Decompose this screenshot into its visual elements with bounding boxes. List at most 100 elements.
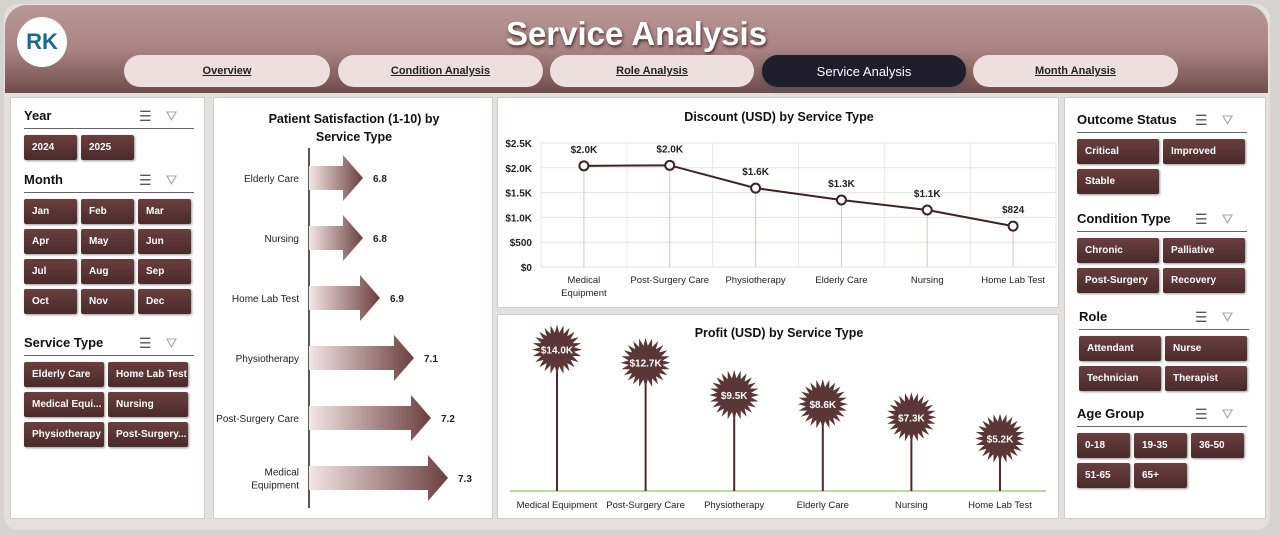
month-option-jun[interactable]: Jun [138, 229, 191, 254]
role-slicer-title: Role [1079, 309, 1108, 324]
satisfaction-chart: Elderly Care 6.8 Nursing 6.8 Home Lab Test 6.… [216, 148, 472, 508]
chart-title: Profit (USD) by Service Type [694, 326, 864, 340]
bar-arrow [309, 395, 431, 441]
data-point [835, 194, 847, 206]
outcome-status-option-critical[interactable]: Critical [1077, 139, 1159, 164]
divider [1077, 426, 1247, 427]
month-option-apr[interactable]: Apr [24, 229, 77, 254]
satisfaction-chart-panel: Patient Satisfaction (1-10) by Service T… [213, 97, 493, 519]
month-option-dec[interactable]: Dec [138, 289, 191, 314]
service-type-slicer-title: Service Type [24, 335, 104, 350]
condition-type-option-post-surgery[interactable]: Post-Surgery [1077, 268, 1159, 293]
x-tick-label: Post-Surgery Care [606, 500, 685, 511]
age-group-option-0-18[interactable]: 0-18 [1077, 433, 1130, 458]
multi-select-icon[interactable]: ☰ [139, 335, 166, 351]
data-label: $12.7K [629, 359, 662, 370]
clear-filter-icon[interactable]: ⛛ [165, 108, 192, 124]
x-tick-label: Physiotherapy [704, 500, 764, 511]
data-point [664, 159, 676, 171]
starburst-marker [886, 392, 937, 443]
category-label: Elderly Care [244, 174, 299, 185]
age-group-slicer-title: Age Group [1077, 406, 1145, 421]
divider [24, 192, 194, 193]
chart-title: Patient Satisfaction (1-10) by Service T… [268, 112, 440, 144]
condition-type-slicer-title: Condition Type [1077, 211, 1171, 226]
clear-filter-icon[interactable]: ⛛ [1221, 112, 1248, 128]
multi-select-icon[interactable]: ☰ [1195, 112, 1222, 128]
multi-select-icon[interactable]: ☰ [139, 108, 166, 124]
month-option-mar[interactable]: Mar [138, 199, 191, 224]
x-tick-label: Home Lab Test [968, 500, 1032, 511]
tab-condition-analysis[interactable]: Condition Analysis [338, 55, 543, 87]
clear-filter-icon[interactable]: ⛛ [1221, 211, 1248, 227]
profit-chart-panel: Profit (USD) by Service Type $14.0K Medic… [497, 314, 1059, 519]
condition-type-option-recovery[interactable]: Recovery [1163, 268, 1245, 293]
month-option-sep[interactable]: Sep [138, 259, 191, 284]
tab-month-analysis[interactable]: Month Analysis [973, 55, 1178, 87]
month-option-nov[interactable]: Nov [81, 289, 134, 314]
clear-filter-icon[interactable]: ⛛ [1221, 309, 1248, 325]
month-option-jul[interactable]: Jul [24, 259, 77, 284]
discount-line [583, 164, 1014, 228]
service-type-option-elderly-care[interactable]: Elderly Care [24, 362, 104, 387]
role-option-technician[interactable]: Technician [1079, 366, 1161, 391]
age-group-option-51-65[interactable]: 51-65 [1077, 463, 1130, 488]
clear-filter-icon[interactable]: ⛛ [165, 335, 192, 351]
data-label: $8.6K [809, 400, 836, 411]
month-option-jan[interactable]: Jan [24, 199, 77, 224]
outcome-status-option-stable[interactable]: Stable [1077, 169, 1159, 194]
role-option-attendant[interactable]: Attendant [1079, 336, 1161, 361]
left-slicer-panel: Year ☰⛛ 2024 2025 Month ☰⛛ Jan Feb Mar Apr May… [10, 97, 205, 519]
data-label: $14.0K [541, 346, 574, 357]
x-tick-label: Home Lab Test [981, 275, 1045, 286]
clear-filter-icon[interactable]: ⛛ [165, 172, 192, 188]
year-option-2025[interactable]: 2025 [81, 135, 134, 160]
x-tick-label: Elderly Care [797, 500, 849, 511]
starburst-marker [975, 413, 1025, 464]
discount-chart: $0 $500 $1.0K $1.5K $2.0K $2.5K $2.0K Medical Eq… [505, 139, 1057, 299]
divider [24, 355, 194, 356]
multi-select-icon[interactable]: ☰ [1195, 406, 1222, 422]
service-type-option-medical-equi[interactable]: Medical Equi... [24, 392, 104, 417]
role-option-therapist[interactable]: Therapist [1165, 366, 1247, 391]
service-type-option-home-lab-test[interactable]: Home Lab Test [108, 362, 188, 387]
bar-arrow [309, 455, 448, 501]
x-tick-label: Medical Equipment [517, 500, 598, 511]
tab-role-analysis[interactable]: Role Analysis [550, 55, 754, 87]
multi-select-icon[interactable]: ☰ [1195, 309, 1222, 325]
data-label: $1.1K [914, 189, 941, 200]
discount-chart-panel: Discount (USD) by Service Type $0 $500 $1.… [497, 97, 1059, 308]
multi-select-icon[interactable]: ☰ [1195, 211, 1222, 227]
condition-type-option-palliative[interactable]: Palliative [1163, 238, 1245, 263]
month-option-oct[interactable]: Oct [24, 289, 77, 314]
outcome-status-slicer-title: Outcome Status [1077, 112, 1177, 127]
service-type-option-physiotherapy[interactable]: Physiotherapy [24, 422, 104, 447]
service-type-option-nursing[interactable]: Nursing [108, 392, 188, 417]
age-group-option-65[interactable]: 65+ [1134, 463, 1187, 488]
data-point [921, 204, 933, 216]
age-group-option-36-50[interactable]: 36-50 [1191, 433, 1244, 458]
data-label: 6.8 [373, 174, 387, 185]
outcome-status-option-improved[interactable]: Improved [1163, 139, 1245, 164]
year-option-2024[interactable]: 2024 [24, 135, 77, 160]
x-tick-label: Physiotherapy [725, 275, 785, 286]
starburst-marker [797, 379, 848, 430]
data-label: 7.2 [441, 414, 455, 425]
tab-overview[interactable]: Overview [124, 55, 330, 87]
month-option-aug[interactable]: Aug [81, 259, 134, 284]
y-tick-label: $1.0K [505, 213, 532, 224]
role-option-nurse[interactable]: Nurse [1165, 336, 1247, 361]
data-point [1007, 220, 1019, 232]
data-label: $2.0K [656, 144, 683, 155]
service-type-option-post-surgery[interactable]: Post-Surgery... [108, 422, 188, 447]
condition-type-option-chronic[interactable]: Chronic [1077, 238, 1159, 263]
age-group-option-19-35[interactable]: 19-35 [1134, 433, 1187, 458]
tab-service-analysis[interactable]: Service Analysis [762, 55, 966, 87]
category-label: Equipment [251, 481, 299, 492]
month-option-feb[interactable]: Feb [81, 199, 134, 224]
month-option-may[interactable]: May [81, 229, 134, 254]
multi-select-icon[interactable]: ☰ [139, 172, 166, 188]
clear-filter-icon[interactable]: ⛛ [1221, 406, 1248, 422]
divider [1077, 231, 1247, 232]
bar-arrow [309, 215, 363, 261]
